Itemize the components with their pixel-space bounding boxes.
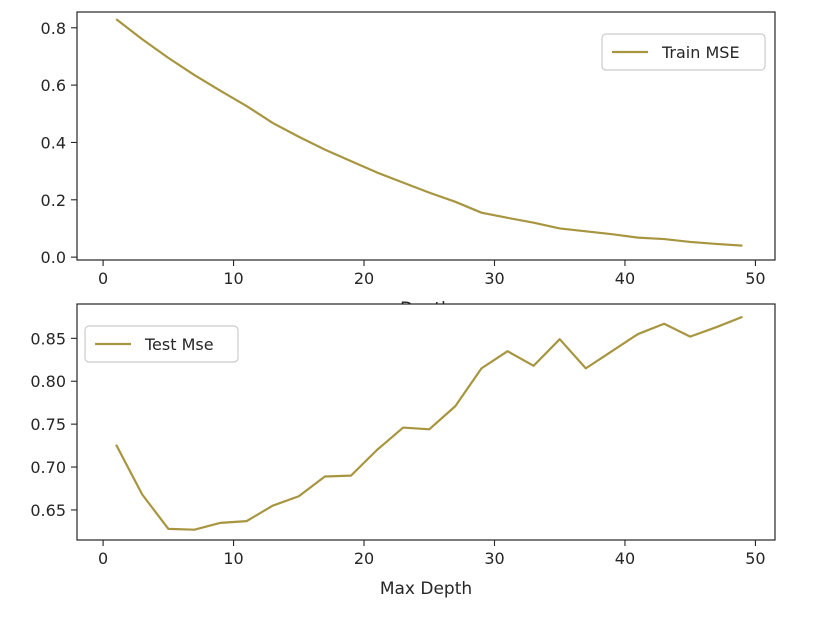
x-axis-label: Max Depth (380, 579, 472, 599)
y-tick-label: 0.0 (41, 248, 66, 267)
x-tick-label: 10 (223, 269, 243, 288)
y-tick-label: 0.65 (30, 501, 66, 520)
subplot-2: Max Depth 0 10 20 30 40 50 0.65 0.70 0.75 0.80 0.85… (30, 303, 776, 599)
y-tick-label: 0.80 (30, 372, 66, 391)
x-tick-label: 50 (745, 549, 765, 568)
legend-box (84, 325, 239, 363)
legend: Test Mse (84, 325, 239, 363)
y-tick-label: 0.85 (30, 329, 66, 348)
x-tick-label: 0 (98, 549, 108, 568)
axes-frame (76, 11, 776, 261)
y-tick-label: 0.2 (41, 191, 66, 210)
x-tick-label: 30 (484, 549, 504, 568)
x-tick-label: 10 (223, 549, 243, 568)
axes-frame (76, 303, 776, 541)
x-tick-label: 30 (484, 269, 504, 288)
y-tick-label: 0.75 (30, 415, 66, 434)
y-tick-label: 0.6 (41, 76, 66, 95)
x-tick-label: 0 (98, 269, 108, 288)
x-tick-label: 50 (745, 269, 765, 288)
series-line-1 (115, 18, 743, 247)
y-tick-label: 0.8 (41, 19, 66, 38)
legend: Train MSE (601, 33, 766, 71)
y-tick-label: 0.70 (30, 458, 66, 477)
legend-label: Train MSE (661, 43, 740, 62)
x-tick-label: 40 (615, 269, 635, 288)
x-tick-label: 20 (354, 549, 374, 568)
x-tick-label: 40 (615, 549, 635, 568)
series-line-1 (115, 315, 743, 531)
legend-label: Test Mse (144, 335, 214, 354)
legend-box (601, 33, 766, 71)
y-tick-label: 0.4 (41, 133, 66, 152)
x-tick-label: 20 (354, 269, 374, 288)
